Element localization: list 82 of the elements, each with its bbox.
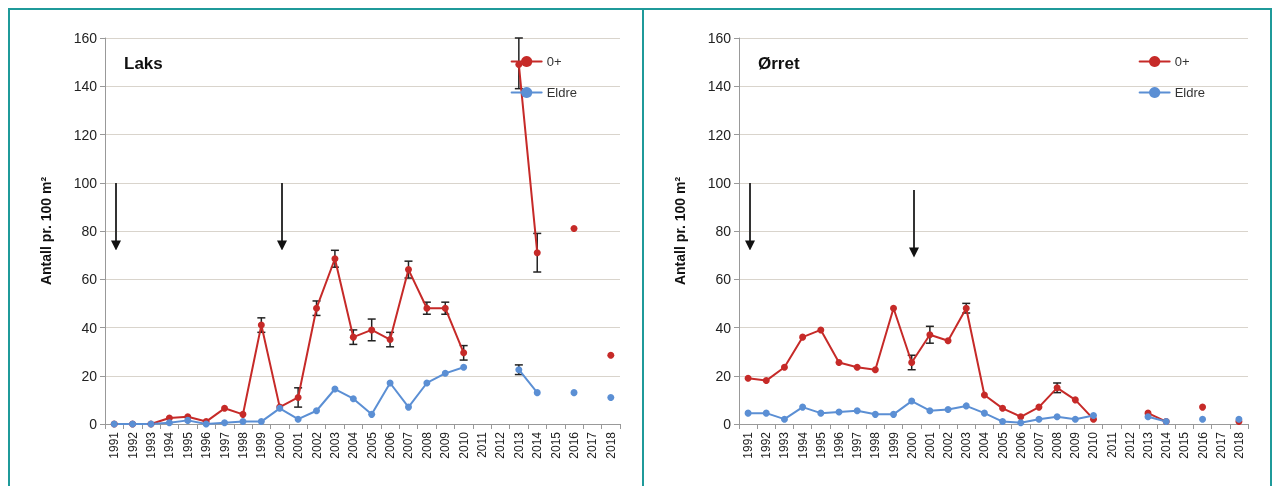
x-tick-label: 1992 xyxy=(759,431,774,459)
text: Laks xyxy=(124,54,163,73)
x-tick-label: 2009 xyxy=(438,431,453,459)
x-tick-label: 2017 xyxy=(1213,431,1228,459)
legend-label: 0+ xyxy=(546,54,562,69)
x-tick-label: 1993 xyxy=(143,431,158,459)
x-tick-label: 2004 xyxy=(346,431,361,459)
x-tick-label: 2015 xyxy=(1177,431,1192,459)
x-tick-label: 2012 xyxy=(493,431,508,459)
x-tick-label: 2003 xyxy=(327,431,342,459)
y-tick-label: 20 xyxy=(715,367,732,384)
x-tick-label: 2012 xyxy=(1122,431,1137,459)
x-tick-label: 2000 xyxy=(904,431,919,459)
x-tick-label: 2016 xyxy=(1195,431,1210,459)
x-tick-label: 1991 xyxy=(741,431,756,459)
x-tick-label: 2018 xyxy=(1231,431,1246,459)
legend-label: Eldre xyxy=(546,85,578,100)
y-tick-label: 100 xyxy=(707,174,732,191)
x-tick-label: 2016 xyxy=(567,431,582,459)
x-tick-label: 2002 xyxy=(309,431,324,459)
x-tick-label: 1994 xyxy=(795,431,810,459)
x-tick-label: 2015 xyxy=(548,431,563,459)
x-tick-label: 2013 xyxy=(1141,431,1156,459)
x-tick-label: 1992 xyxy=(125,431,140,459)
legend-label: Eldre xyxy=(1174,85,1206,100)
x-tick-label: 1998 xyxy=(868,431,883,459)
y-axis-title: Antall pr. 100 m² xyxy=(672,176,688,286)
x-tick-label: 1995 xyxy=(813,431,828,459)
y-tick-label: 160 xyxy=(707,30,732,46)
y-tick-label: 160 xyxy=(73,30,98,46)
x-tick-label: 1993 xyxy=(777,431,792,459)
x-tick-label: 1999 xyxy=(886,431,901,459)
x-tick-label: 1991 xyxy=(107,431,122,459)
x-tick-label: 2000 xyxy=(272,431,287,459)
y-tick-label: 40 xyxy=(715,319,732,336)
x-tick-label: 2004 xyxy=(977,431,992,459)
x-tick-label: 2014 xyxy=(1159,431,1174,459)
y-tick-label: 40 xyxy=(81,319,98,336)
y-tick-label: 60 xyxy=(81,271,98,288)
x-tick-label: 2017 xyxy=(585,431,600,459)
x-tick-label: 2005 xyxy=(364,431,379,459)
y-tick-label: 120 xyxy=(73,126,98,143)
x-tick-label: 1994 xyxy=(162,431,177,459)
x-tick-label: 1996 xyxy=(199,431,214,459)
x-tick-label: 2006 xyxy=(1013,431,1028,459)
x-tick-label: 2007 xyxy=(1031,431,1046,459)
x-tick-label: 1998 xyxy=(235,431,250,459)
y-tick-label: 140 xyxy=(73,78,98,95)
x-tick-label: 2009 xyxy=(1068,431,1083,459)
x-tick-label: 2010 xyxy=(456,431,471,459)
y-tick-label: 20 xyxy=(81,367,98,384)
x-tick-label: 2010 xyxy=(1086,431,1101,459)
x-tick-label: 1999 xyxy=(254,431,269,459)
text: Ørret xyxy=(758,54,800,73)
y-tick-label: 140 xyxy=(707,78,732,95)
x-tick-label: 2008 xyxy=(1050,431,1065,459)
x-tick-label: 2011 xyxy=(1104,431,1119,458)
x-tick-label: 1996 xyxy=(831,431,846,459)
x-tick-label: 2005 xyxy=(995,431,1010,459)
x-tick-label: 2002 xyxy=(941,431,956,459)
legend-label: 0+ xyxy=(1174,54,1190,69)
y-tick-label: 100 xyxy=(73,174,98,191)
y-tick-label: 0 xyxy=(89,416,98,432)
x-tick-label: 1995 xyxy=(180,431,195,459)
y-tick-label: 120 xyxy=(707,126,732,143)
y-axis-title: Antall pr. 100 m² xyxy=(38,176,54,286)
y-tick-label: 80 xyxy=(81,223,98,239)
x-tick-label: 2013 xyxy=(511,431,526,459)
x-tick-label: 2003 xyxy=(959,431,974,459)
x-tick-label: 2006 xyxy=(383,431,398,459)
y-tick-label: 60 xyxy=(715,271,732,288)
x-tick-label: 2001 xyxy=(291,431,306,459)
x-tick-label: 2018 xyxy=(603,431,618,459)
x-tick-label: 1997 xyxy=(850,431,865,459)
x-tick-label: 2007 xyxy=(401,431,416,459)
y-tick-label: 80 xyxy=(715,223,732,239)
y-tick-label: 0 xyxy=(723,416,732,432)
x-tick-label: 2011 xyxy=(475,431,490,458)
x-tick-label: 2014 xyxy=(530,431,545,459)
x-tick-label: 2008 xyxy=(419,431,434,459)
x-tick-label: 1997 xyxy=(217,431,232,459)
x-tick-label: 2001 xyxy=(922,431,937,459)
